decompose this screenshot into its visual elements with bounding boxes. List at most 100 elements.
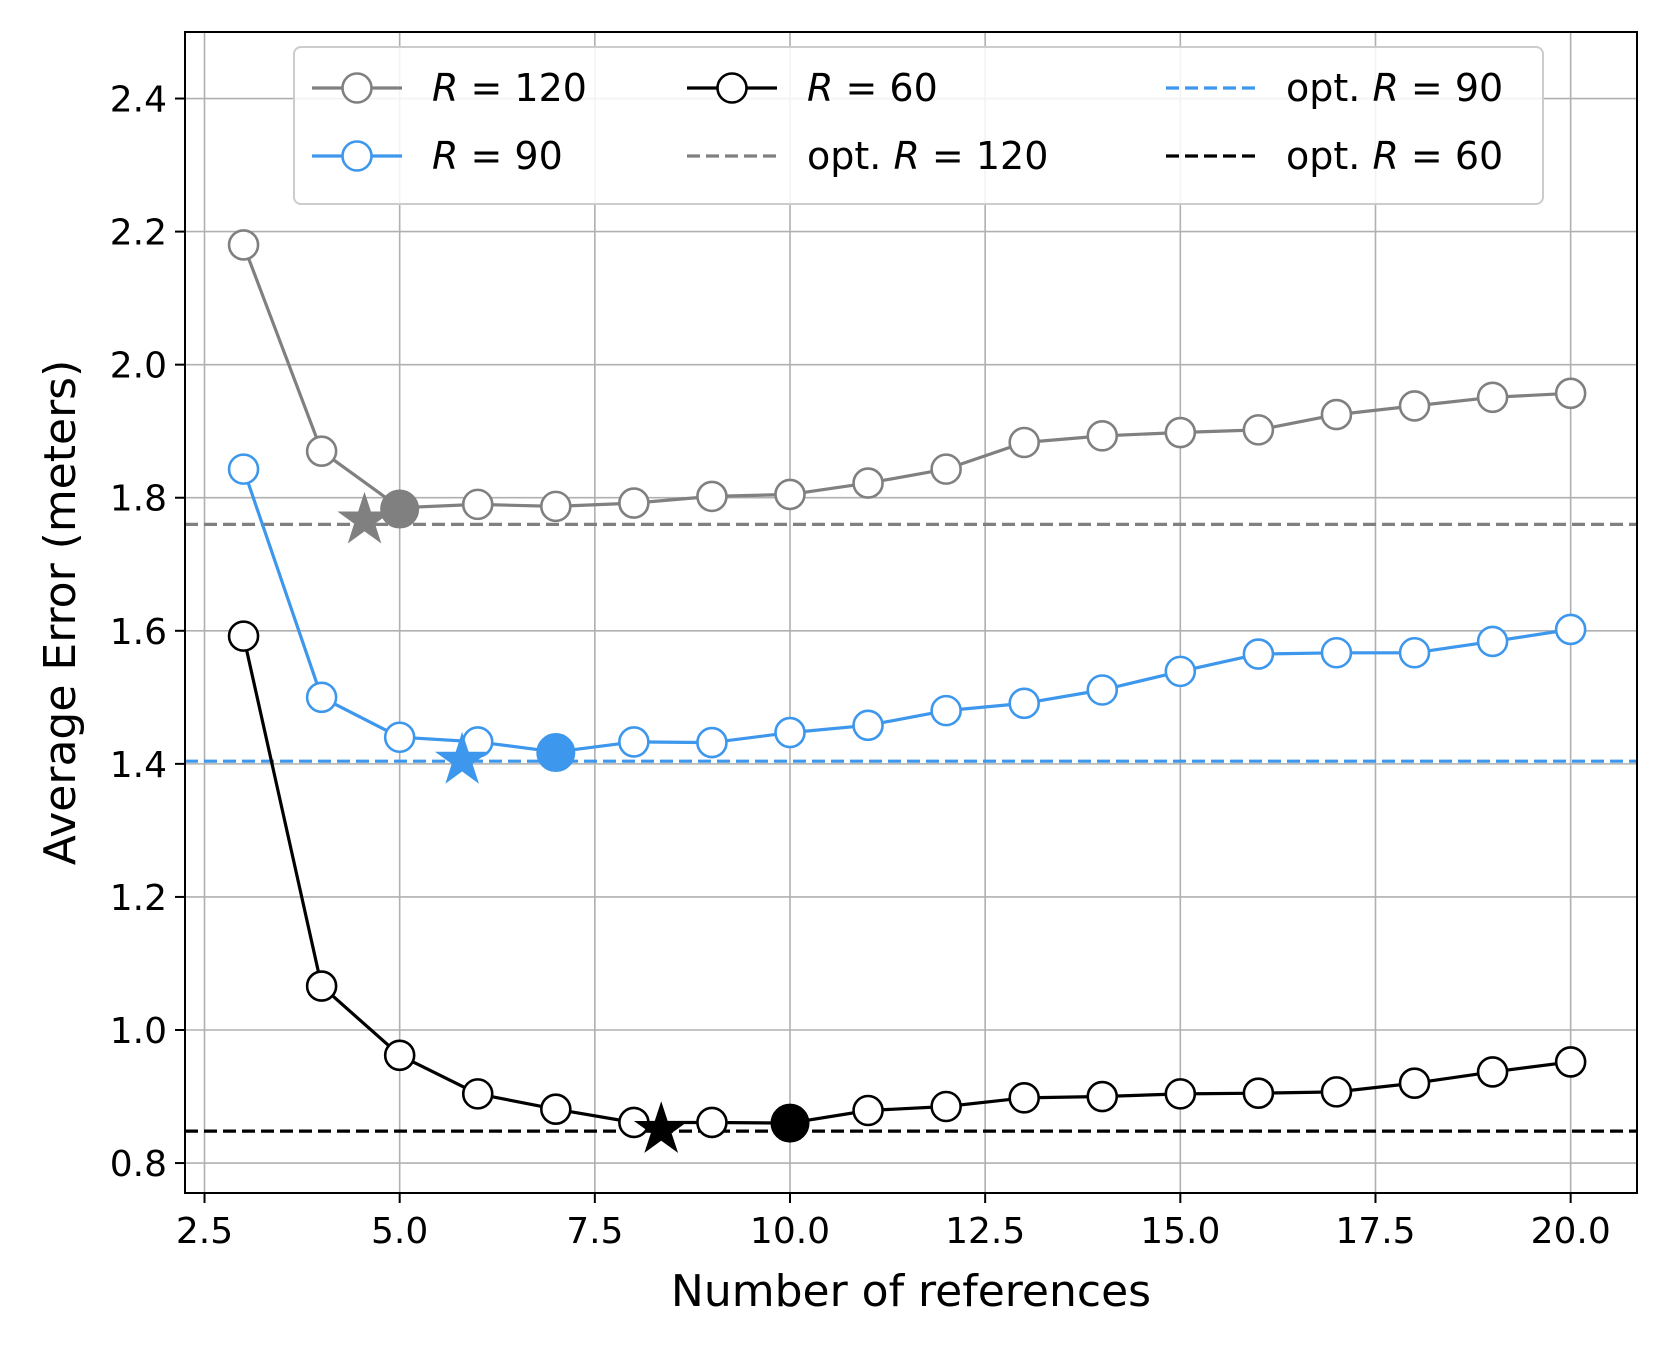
y-tick-label: 1.2 [110,878,167,919]
legend-label-prefix: opt. [807,134,893,178]
optimum-star [434,731,490,784]
legend-marker [716,72,748,104]
data-point [774,478,806,511]
x-tick-label: 15.0 [1140,1211,1220,1252]
legend-label-suffix: = 60 [833,66,937,110]
legend-label-suffix: = 60 [1399,134,1503,178]
legend-label-suffix: = 90 [1399,66,1503,110]
optimal-lines [185,522,1637,1133]
legend-label-variable: R [432,66,458,110]
data-point [1086,674,1119,706]
data-point [1476,381,1509,414]
x-tick-label: 5.0 [371,1211,428,1252]
x-tick-label: 17.5 [1335,1211,1415,1252]
data-point [1242,1077,1275,1110]
y-tick-label: 2.0 [110,346,167,387]
data-point [696,480,728,513]
x-axis-label: Number of references [671,1266,1151,1317]
data-point [461,1078,494,1110]
y-tick-label: 1.8 [110,479,167,520]
data-point [305,681,338,714]
y-tick-label: 2.4 [110,80,167,121]
data-point [852,709,884,742]
data-point [930,1090,962,1123]
data-point [227,453,260,485]
legend-label: opt. R = 60 [1286,134,1503,178]
legend-label-suffix: = 120 [920,134,1049,178]
legend-label-variable: R [1372,66,1398,110]
minimum-point [770,1103,810,1143]
legend-label-prefix: opt. [1286,66,1372,110]
data-point [1398,1067,1431,1100]
legend-label-prefix: opt. [1286,134,1372,178]
data-point [930,453,962,485]
data-point [1320,636,1353,669]
legend-label-suffix: = 90 [458,134,562,178]
data-point [696,1106,728,1139]
legend-label: R = 90 [432,134,563,178]
data-point [1008,426,1040,459]
y-tick-label: 1.4 [110,745,167,786]
data-point [1164,1078,1197,1110]
data-point [1008,687,1040,720]
data-point [618,726,650,758]
data-point [852,1094,884,1127]
optimum-star [337,491,392,544]
legend-label-variable: R [807,66,833,110]
legend-marker [341,72,373,104]
y-tick-label: 2.2 [110,213,167,254]
legend-label: opt. R = 90 [1286,66,1503,110]
data-point [540,490,572,523]
y-axis-ticks: 0.8 1.0 1.2 1.4 1.6 1.8 2.0 2.2 2.4 [110,80,185,1185]
data-point [461,488,494,521]
x-tick-label: 20.0 [1531,1211,1611,1252]
data-point [1164,416,1197,449]
legend-label-suffix: = 120 [458,66,587,110]
y-tick-label: 1.0 [110,1011,167,1052]
x-tick-label: 2.5 [176,1211,233,1252]
data-point [383,1039,416,1072]
data-point [930,694,962,727]
series-markers [227,229,1587,1153]
x-tick-label: 12.5 [945,1211,1025,1252]
data-point [1554,1046,1587,1078]
data-point [618,487,650,519]
legend-label-variable: R [1372,134,1398,178]
data-point [383,721,416,754]
data-point [1242,414,1275,446]
data-point [696,726,728,759]
data-point [1398,390,1431,422]
data-point [227,620,260,652]
legend-label: opt. R = 120 [807,134,1048,178]
data-point [852,467,884,499]
minimum-point [536,733,576,773]
data-point [1476,625,1509,658]
minimum-point [380,489,420,529]
data-point [1554,613,1587,646]
y-tick-label: 1.6 [110,612,167,653]
y-tick-label: 0.8 [110,1144,167,1185]
grid [185,32,1637,1193]
data-point [774,716,806,749]
data-point [1164,655,1197,688]
data-point [1086,1080,1119,1113]
data-point [305,435,338,467]
data-point [540,1093,572,1125]
legend-label: R = 60 [807,66,938,110]
data-point [1398,636,1431,669]
legend-label-variable: R [893,134,919,178]
data-point [1476,1056,1509,1088]
plot-frame [184,31,1638,1194]
x-axis-ticks: 2.5 5.0 7.5 10.0 12.5 15.0 17.5 20.0 [176,1193,1611,1252]
data-point [1320,1076,1353,1108]
legend-marker [341,140,373,172]
y-axis-label: Average Error (meters) [35,360,86,866]
x-tick-label: 7.5 [566,1211,623,1252]
legend-label: R = 120 [432,66,587,110]
legend-label-variable: R [432,134,458,178]
legend-box [293,46,1544,205]
data-point [1320,398,1353,431]
